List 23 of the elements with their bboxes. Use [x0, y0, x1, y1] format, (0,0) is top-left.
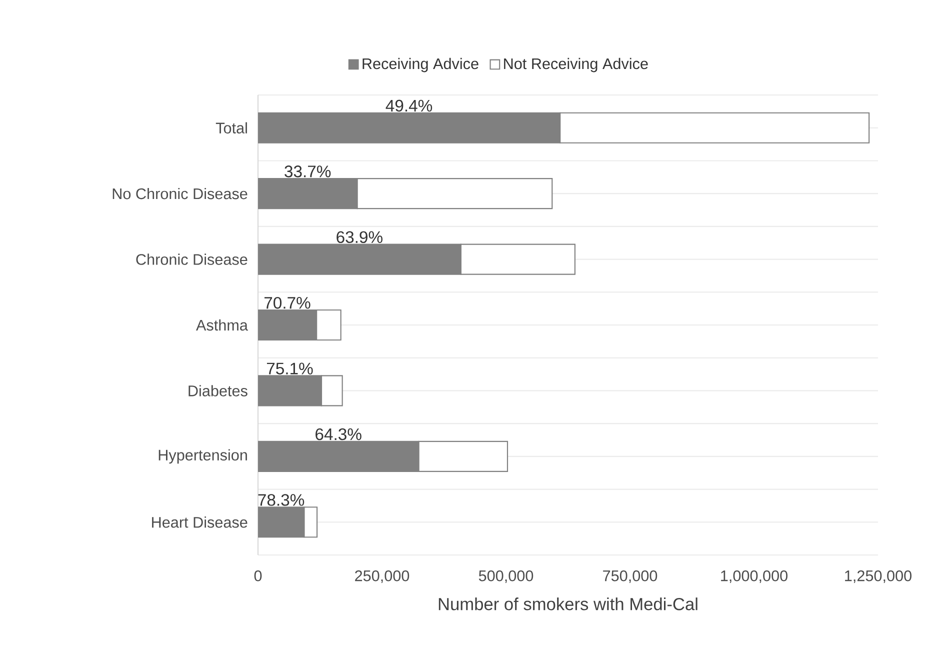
annotation: 49.4% [386, 100, 432, 112]
y-tick-label: Heart Disease [152, 516, 248, 528]
x-tick-label: 1,000,000 [721, 570, 788, 584]
annotation: 75.1% [266, 362, 313, 374]
x-tick-label: 1,250,000 [845, 570, 912, 584]
y-tick-label: Total [216, 122, 247, 134]
y-tick-label: No Chronic Disease [112, 188, 248, 200]
x-tick-label: 500,000 [478, 570, 534, 584]
x-tick-label: 0 [254, 570, 262, 582]
annotation: 78.3% [258, 494, 304, 506]
x-tick-label: 750,000 [603, 570, 658, 584]
x-tick-label: 250,000 [355, 570, 410, 584]
x-axis-title: Number of smokers with Medi-Cal [438, 598, 698, 610]
y-tick-label: Asthma [196, 319, 248, 331]
legend-label: Not Receiving Advice [504, 58, 648, 72]
legend-label: Receiving Advice [362, 58, 478, 72]
annotation: 33.7% [284, 166, 331, 178]
y-tick-label: Hypertension [158, 449, 247, 464]
annotation: 70.7% [264, 296, 310, 309]
annotation: 63.9% [336, 231, 382, 244]
y-tick-label: Diabetes [188, 385, 248, 396]
y-tick-label: Chronic Disease [136, 254, 248, 265]
annotation: 64.3% [316, 428, 362, 440]
